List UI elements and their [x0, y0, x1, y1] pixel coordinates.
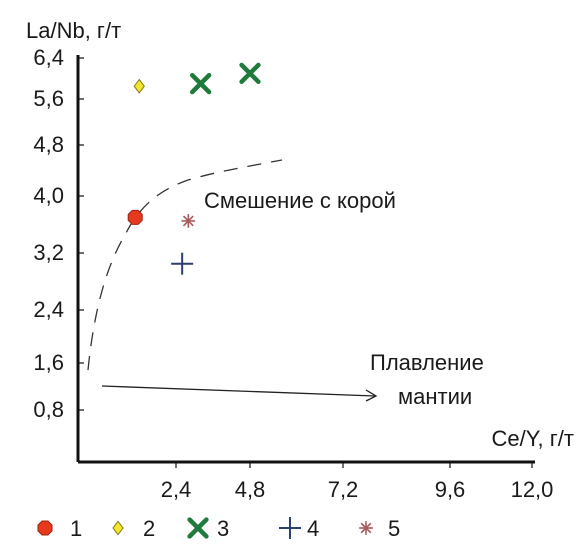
data-point-series-1	[127, 209, 143, 225]
y-ticks: 0,8 1,6 2,4 3,2 4,0 4,8 5,6 6,4	[33, 45, 84, 422]
data-point-series-3-stroke-b	[190, 72, 212, 95]
data-points	[127, 62, 261, 275]
legend-label-4: 4	[307, 516, 319, 541]
legend-marker-5	[359, 521, 373, 535]
y-tick-label: 4,8	[33, 132, 64, 157]
melting-arrow-line	[101, 385, 376, 397]
x-tick-label: 4,8	[235, 477, 266, 502]
data-point-series-4	[171, 252, 194, 275]
x-tick-label: 7,2	[328, 477, 359, 502]
data-point-series-3-stroke-b	[239, 62, 261, 85]
legend-marker-3	[187, 517, 209, 539]
legend-marker-2	[112, 520, 124, 536]
annotation-melting-line1: Плавление	[370, 350, 484, 375]
legend-marker-3-stroke-b	[187, 517, 209, 539]
legend-marker-5-ray	[360, 522, 372, 534]
y-tick-label: 5,6	[33, 86, 64, 111]
data-point-series-3	[239, 62, 261, 85]
legend-label-2: 2	[143, 516, 155, 541]
y-tick-label: 4,0	[33, 183, 64, 208]
annotation-melting-line2: мантии	[398, 384, 472, 409]
data-point-series-5	[181, 214, 196, 228]
legend-label-5: 5	[388, 516, 400, 541]
data-point-series-3	[190, 72, 212, 95]
data-point-series-5-ray	[182, 215, 194, 227]
y-axis-label: La/Nb, г/т	[26, 18, 121, 43]
legend: 1 2 3 4 5	[37, 516, 400, 541]
legend-label-3: 3	[217, 516, 229, 541]
x-tick-label: 12,0	[511, 477, 554, 502]
mixing-trend-curve	[87, 159, 283, 371]
x-axis-label: Ce/Y, г/т	[491, 426, 574, 451]
melting-arrow-head	[365, 389, 378, 402]
legend-marker-1	[37, 520, 53, 536]
x-ticks: 2,4 4,8 7,2 9,6 12,0	[161, 462, 554, 502]
data-point-series-2	[133, 78, 145, 94]
x-tick-label: 2,4	[161, 477, 192, 502]
x-tick-label: 9,6	[435, 477, 466, 502]
y-tick-label: 0,8	[33, 397, 64, 422]
annotation-mixing: Смешение с корой	[204, 188, 396, 213]
y-tick-label: 6,4	[33, 45, 64, 70]
y-tick-label: 3,2	[33, 240, 64, 265]
y-tick-label: 1,6	[33, 350, 64, 375]
y-tick-label: 2,4	[33, 297, 64, 322]
legend-label-1: 1	[70, 516, 82, 541]
legend-marker-4	[279, 517, 301, 539]
